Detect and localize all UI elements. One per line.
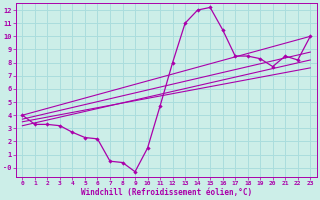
X-axis label: Windchill (Refroidissement éolien,°C): Windchill (Refroidissement éolien,°C) — [81, 188, 252, 197]
